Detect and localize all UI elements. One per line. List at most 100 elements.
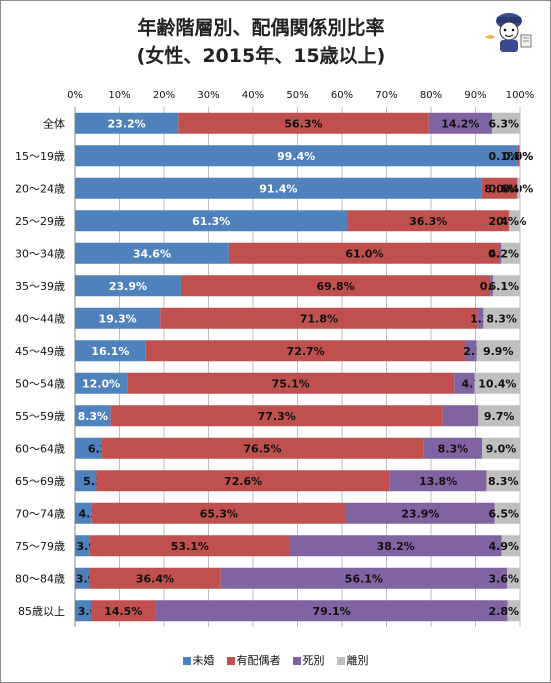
data-label: 14.2%: [441, 117, 479, 130]
data-label: 53.1%: [171, 540, 209, 553]
category-label: 80～84歳: [15, 572, 65, 585]
legend-swatch: [226, 657, 235, 665]
x-tick-label: 90%: [464, 90, 486, 101]
bar-segment-1: [160, 307, 478, 329]
data-label: 9.0%: [486, 442, 517, 455]
data-label: 8.3%: [486, 312, 517, 325]
data-label: 2.4%: [488, 215, 519, 228]
bar-segment-1: [91, 600, 156, 622]
mascot-logo: [485, 13, 532, 52]
data-label: 71.8%: [300, 312, 338, 325]
category-label: 全体: [43, 116, 65, 130]
bar-segment-0: [75, 242, 229, 264]
bar-segment-2: [389, 470, 487, 492]
bar-segment-3: [507, 600, 520, 622]
category-label: 85歳以上: [18, 605, 65, 618]
data-label: 23.9%: [109, 280, 147, 293]
data-label: 10.4%: [478, 377, 516, 390]
bar-segment-3: [486, 470, 520, 492]
legend-label: 有配偶者: [236, 654, 281, 667]
category-label: 25～29歳: [15, 215, 65, 228]
category-label: 45～49歳: [15, 345, 65, 358]
bar-segment-0: [75, 210, 348, 232]
chart-title-line1: 年齢階層別、配偶関係別比率: [137, 17, 385, 39]
chart-plot-area: 0% 10% 20% 30% 40% 50% 60% 70% 80% 90% 100% 全体 23.2%…: [15, 90, 534, 627]
legend-label: 離別: [346, 654, 369, 667]
bar-segment-0: [75, 535, 90, 557]
x-tick-label: 80%: [420, 90, 442, 101]
category-label: 75～79歳: [15, 540, 65, 553]
bar-segment-3: [501, 242, 520, 264]
data-label: 79.1%: [312, 605, 350, 618]
bar-segment-0: [75, 275, 181, 297]
bar-segment-2: [490, 275, 493, 297]
data-label: 0.0%: [503, 150, 534, 163]
data-label: 8.0%: [484, 182, 515, 195]
bar-segment-3: [517, 177, 520, 199]
data-label: 0.6%: [488, 182, 519, 195]
legend-label: 未婚: [192, 654, 215, 667]
data-label: 6.5%: [488, 507, 519, 520]
x-tick-label: 10%: [108, 90, 130, 101]
bar-segment-0: [75, 145, 518, 167]
data-label: 72.6%: [224, 475, 262, 488]
legend-item: 離別: [336, 652, 369, 668]
bar-segment-1: [347, 210, 509, 232]
bar-segment-1: [96, 470, 390, 492]
bar-segment-0: [75, 470, 97, 492]
bar-segment-2: [155, 600, 508, 622]
category-label: 20～24歳: [15, 182, 65, 195]
data-label: 23.2%: [108, 117, 146, 130]
legend-swatch: [182, 657, 191, 665]
data-label: 56.3%: [284, 117, 322, 130]
bar-segment-3: [476, 340, 520, 362]
data-label: 4.2%: [488, 247, 519, 260]
bar-segment-1: [481, 177, 518, 199]
legend-swatch: [336, 657, 345, 665]
bar-segment-2: [289, 535, 502, 557]
data-label: 36.3%: [409, 215, 447, 228]
legend-swatch: [292, 657, 301, 665]
bar-segment-2: [465, 340, 477, 362]
data-label: 91.4%: [259, 182, 297, 195]
legend-item: 死別: [292, 652, 325, 668]
bar-segment-1: [180, 275, 491, 297]
data-label: 36.4%: [136, 572, 174, 585]
chart-legend: 未婚 有配偶者 死別 離別: [1, 652, 550, 668]
bar-segment-0: [75, 307, 161, 329]
bar-segment-1: [89, 567, 221, 589]
data-label: 0.1%: [488, 150, 519, 163]
data-label: 0.5%: [503, 150, 534, 163]
x-tick-label: 70%: [375, 90, 397, 101]
data-label: 65.3%: [200, 507, 238, 520]
bar-segment-1: [517, 145, 520, 167]
data-label: 6.1%: [488, 280, 519, 293]
data-label: 4.9%: [488, 540, 519, 553]
bar-segment-1: [178, 112, 429, 134]
bar-segment-3: [501, 535, 520, 557]
data-label: 9.7%: [484, 410, 515, 423]
legend-label: 死別: [302, 654, 325, 667]
bar-segment-2: [345, 502, 495, 524]
legend-item: 未婚: [182, 652, 215, 668]
bar-segment-3: [492, 275, 520, 297]
x-tick-label: 60%: [331, 90, 353, 101]
data-label: 19.3%: [99, 312, 137, 325]
bar-segment-2: [477, 307, 484, 329]
x-tick-label: 40%: [242, 90, 264, 101]
category-label: 40～44歳: [15, 312, 65, 325]
data-label: 8.3%: [438, 442, 469, 455]
data-label: 77.3%: [258, 410, 296, 423]
data-label: 75.1%: [272, 377, 310, 390]
bar-segment-1: [127, 372, 455, 394]
bar-segment-0: [75, 405, 111, 427]
bar-segment-2: [499, 242, 502, 264]
x-tick-label: 0%: [67, 90, 83, 101]
bar-segment-0: [75, 340, 146, 362]
data-label: 12.0%: [82, 377, 120, 390]
bar-segment-1: [91, 502, 346, 524]
bar-segment-3: [506, 567, 520, 589]
bar-segment-3: [509, 210, 520, 232]
bar-segment-2: [442, 405, 479, 427]
